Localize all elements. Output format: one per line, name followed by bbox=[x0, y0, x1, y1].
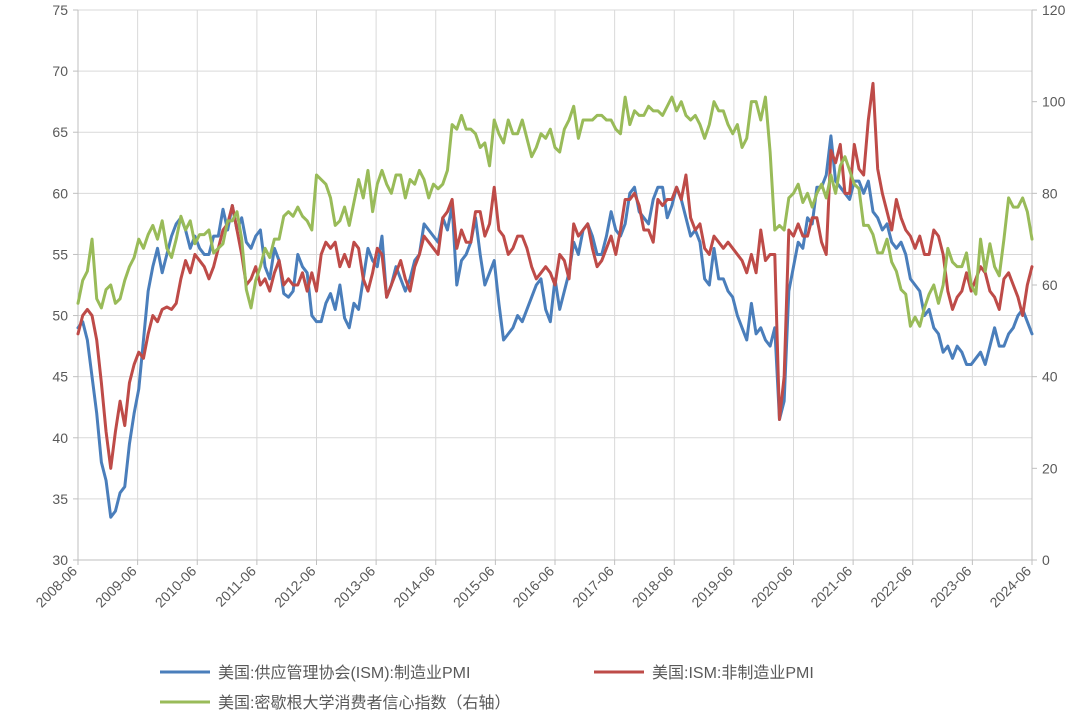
y-left-tick-label: 35 bbox=[52, 491, 68, 507]
y-left-tick-label: 50 bbox=[52, 308, 68, 324]
y-left-tick-label: 55 bbox=[52, 246, 68, 262]
y-right-tick-label: 80 bbox=[1042, 185, 1058, 201]
line-chart: 303540455055606570750204060801001202008-… bbox=[0, 0, 1080, 725]
y-right-tick-label: 40 bbox=[1042, 369, 1058, 385]
legend-label: 美国:ISM:非制造业PMI bbox=[652, 664, 814, 682]
y-left-tick-label: 45 bbox=[52, 369, 68, 385]
chart-container: 303540455055606570750204060801001202008-… bbox=[0, 0, 1080, 725]
legend-label: 美国:供应管理协会(ISM):制造业PMI bbox=[218, 663, 470, 682]
y-left-tick-label: 65 bbox=[52, 124, 68, 140]
y-left-tick-label: 75 bbox=[52, 2, 68, 18]
y-left-tick-label: 70 bbox=[52, 63, 68, 79]
y-right-tick-label: 60 bbox=[1042, 277, 1058, 293]
y-right-tick-label: 0 bbox=[1042, 552, 1050, 568]
y-left-tick-label: 60 bbox=[52, 185, 68, 201]
y-right-tick-label: 20 bbox=[1042, 460, 1058, 476]
y-right-tick-label: 100 bbox=[1042, 94, 1066, 110]
legend-label: 美国:密歇根大学消费者信心指数（右轴） bbox=[218, 694, 510, 712]
y-right-tick-label: 120 bbox=[1042, 2, 1066, 18]
y-left-tick-label: 40 bbox=[52, 430, 68, 446]
